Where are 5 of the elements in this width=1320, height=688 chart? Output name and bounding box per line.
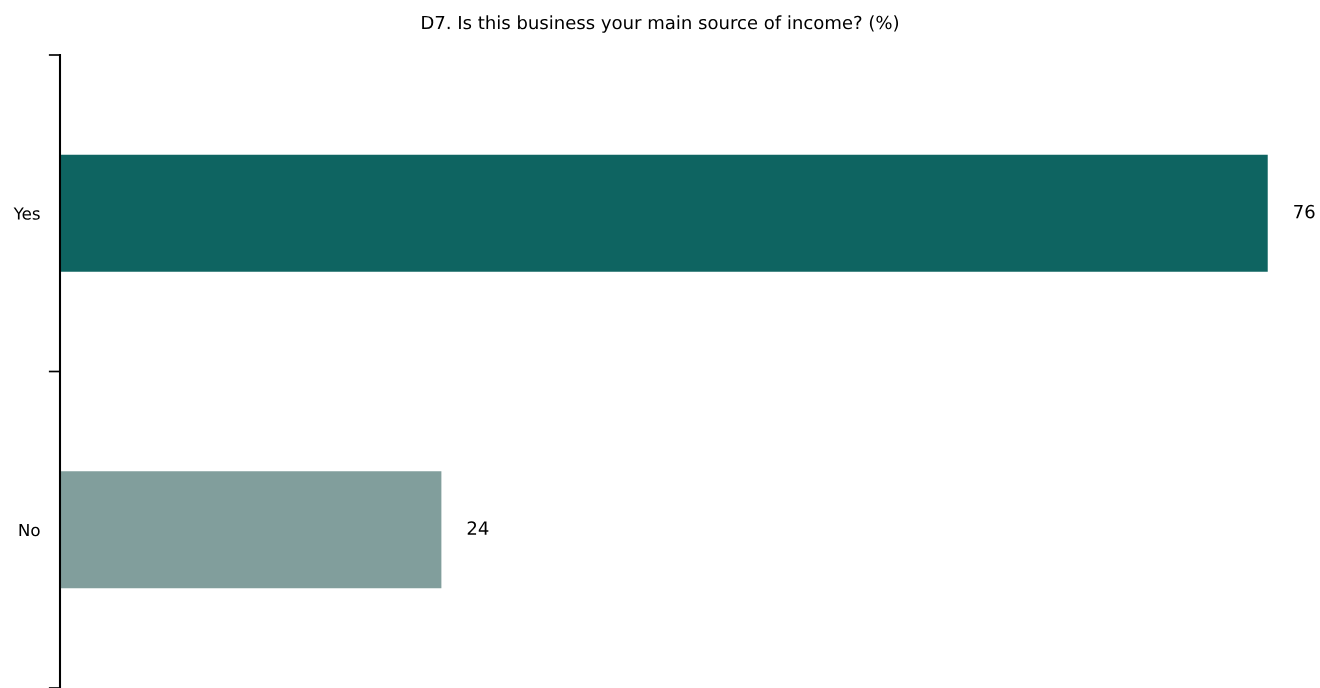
data-label: 24 bbox=[467, 521, 489, 535]
chart-title: D7. Is this business your main source of income? (%) bbox=[422, 15, 899, 33]
y-tick-label: No bbox=[19, 523, 40, 537]
data-label: 76 bbox=[1294, 204, 1315, 219]
y-tick-label: Yes bbox=[13, 207, 40, 220]
